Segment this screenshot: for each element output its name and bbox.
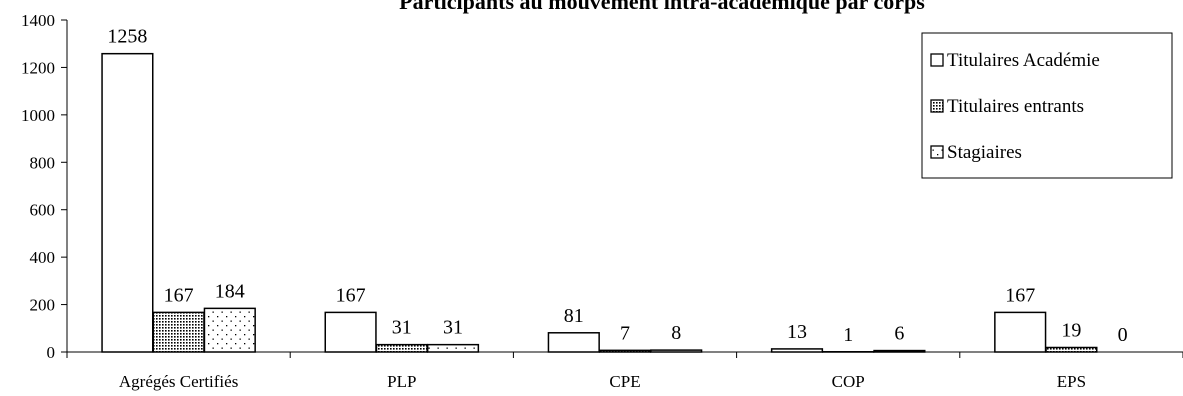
chart-title: Participants au mouvement intra-académiq… — [399, 0, 925, 14]
x-tick-label: Agrégés Certifiés — [119, 372, 238, 391]
data-label: 1 — [843, 324, 853, 346]
bar — [873, 349, 926, 353]
bar — [375, 343, 428, 353]
y-tick-label: 600 — [30, 201, 56, 220]
y-tick-label: 400 — [30, 248, 56, 267]
y-tick-label: 1400 — [21, 11, 55, 30]
data-label: 13 — [787, 321, 807, 343]
legend: Titulaires Académie Titulaires entrants St… — [921, 32, 1173, 179]
data-label: 81 — [564, 305, 584, 327]
data-label: 31 — [443, 317, 463, 339]
y-tick-label: 0 — [47, 343, 56, 362]
data-label: 31 — [392, 317, 412, 339]
legend-label: Titulaires Académie — [947, 50, 1100, 71]
data-label: 19 — [1061, 319, 1081, 341]
data-labels: 1258 167 81 13 167 167 31 7 1 19 184 31 8 6 0 — [107, 26, 1127, 346]
data-label: 8 — [671, 322, 681, 344]
bar — [203, 307, 256, 353]
axes: 0 200 400 600 800 1000 1200 1400 Agrégés Certifi… — [21, 11, 1183, 391]
bar — [426, 343, 480, 353]
x-tick-label: COP — [832, 372, 865, 391]
legend-label: Stagiaires — [947, 142, 1022, 163]
data-label: 167 — [1005, 284, 1035, 306]
data-label: 167 — [336, 284, 366, 306]
legend-box — [921, 32, 1173, 179]
bar — [1045, 346, 1098, 353]
data-label: 184 — [215, 280, 245, 302]
bars — [101, 52, 1098, 353]
data-label: 167 — [164, 284, 194, 306]
x-tick-label: EPS — [1057, 372, 1086, 391]
bar — [770, 348, 824, 353]
x-tick-label: PLP — [387, 372, 416, 391]
data-label: 1258 — [107, 26, 147, 48]
bar — [324, 311, 377, 353]
y-tick-label: 200 — [30, 296, 56, 315]
bar — [152, 311, 205, 353]
bar — [598, 349, 652, 353]
bar — [650, 349, 703, 353]
bar — [994, 311, 1047, 353]
data-label: 6 — [894, 323, 904, 345]
x-tick-label: CPE — [609, 372, 640, 391]
y-tick-label: 800 — [30, 153, 56, 172]
legend-swatch — [930, 99, 944, 113]
y-tick-label: 1200 — [21, 58, 55, 77]
legend-label: Titulaires entrants — [947, 96, 1084, 117]
bar — [101, 52, 154, 353]
data-label: 0 — [1118, 324, 1128, 346]
y-tick-label: 1000 — [21, 106, 55, 125]
bar — [547, 332, 600, 353]
data-label: 7 — [620, 322, 630, 344]
legend-swatch — [930, 145, 944, 159]
legend-swatch — [930, 53, 944, 67]
